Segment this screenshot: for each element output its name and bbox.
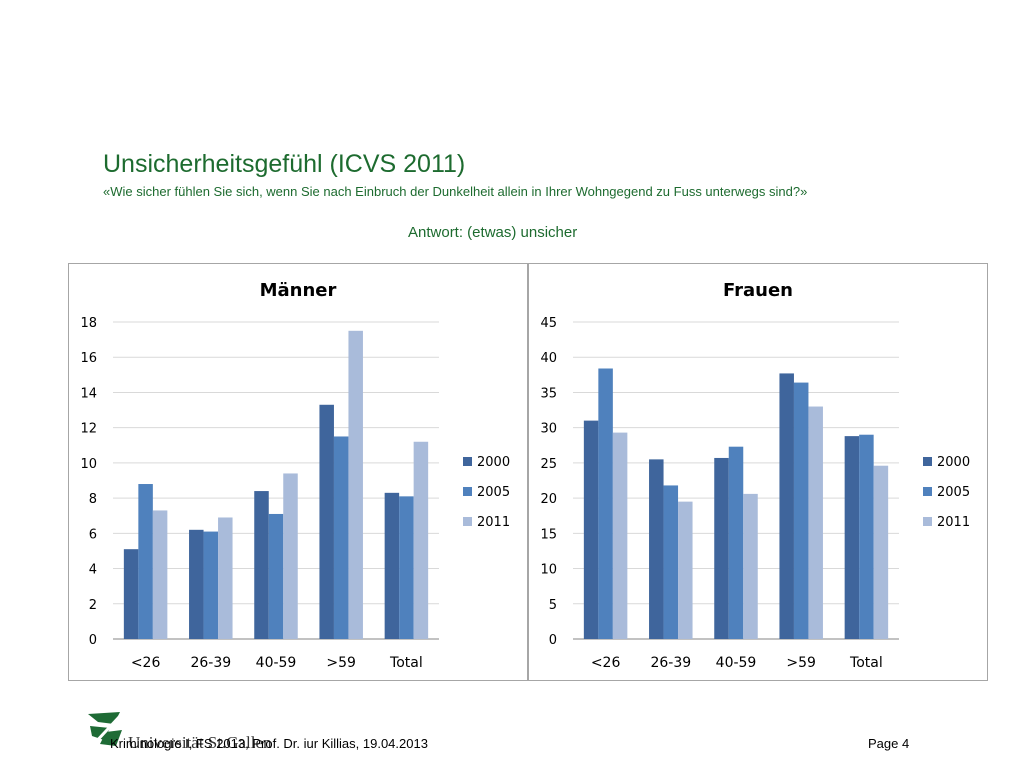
y-tick-label: 14 — [80, 386, 97, 401]
bar-maenner-2000-2 — [254, 491, 269, 639]
y-tick-label: 10 — [80, 457, 97, 472]
legend-swatch-2000 — [463, 457, 472, 466]
bar-frauen-2000-0 — [583, 420, 599, 639]
x-tick-label: 40-59 — [716, 655, 757, 671]
bar-maenner-2011-3 — [348, 330, 363, 639]
chart-maenner-title: Männer — [260, 280, 337, 301]
y-tick-label: 18 — [80, 316, 97, 331]
bar-frauen-2000-4 — [844, 436, 860, 639]
bar-frauen-2005-4 — [859, 434, 874, 639]
x-tick-label: Total — [849, 655, 883, 671]
x-tick-label: <26 — [131, 655, 161, 671]
bar-frauen-2011-3 — [808, 406, 823, 639]
x-tick-label: >59 — [326, 655, 356, 671]
legend-label-2011: 2011 — [937, 515, 970, 530]
bar-maenner-2011-0 — [152, 510, 168, 639]
y-tick-label: 45 — [540, 316, 557, 331]
bar-maenner-2011-2 — [283, 473, 298, 639]
legend-swatch-2005 — [463, 487, 472, 496]
answer-label: Antwort: (etwas) unsicher — [408, 224, 578, 241]
legend-label-2000: 2000 — [477, 455, 510, 470]
bar-frauen-2011-4 — [873, 465, 889, 639]
bar-maenner-2000-4 — [384, 492, 400, 639]
y-tick-label: 40 — [540, 351, 557, 366]
chart-maenner: Männer 0 2 4 6 8 10 12 14 16 18 <26 26-39 40-59 >59 Tot… — [68, 263, 528, 681]
bar-frauen-2011-0 — [612, 432, 628, 639]
y-tick-label: 5 — [549, 598, 557, 613]
y-tick-label: 15 — [540, 527, 557, 542]
bar-frauen-2005-0 — [598, 368, 613, 639]
bar-maenner-2005-1 — [203, 531, 219, 639]
page-subtitle: «Wie sicher fühlen Sie sich, wenn Sie na… — [103, 184, 808, 199]
y-tick-label: 35 — [540, 386, 557, 401]
bar-frauen-2005-2 — [728, 446, 744, 639]
bar-maenner-2000-3 — [319, 404, 334, 639]
page-number: Page 4 — [868, 736, 910, 751]
bar-maenner-2011-4 — [413, 441, 429, 639]
x-tick-label: 26-39 — [190, 655, 231, 671]
bar-maenner-2011-1 — [218, 517, 233, 639]
y-tick-label: 30 — [540, 422, 557, 437]
bar-maenner-2005-2 — [268, 513, 284, 639]
bar-maenner-2000-0 — [123, 549, 139, 639]
university-logo-icon — [88, 712, 122, 748]
y-tick-label: 0 — [89, 633, 97, 648]
x-tick-label: 40-59 — [256, 655, 297, 671]
x-tick-label: Total — [389, 655, 423, 671]
legend-swatch-2000 — [923, 457, 932, 466]
bar-maenner-2005-4 — [399, 496, 414, 639]
bar-frauen-2000-3 — [779, 373, 794, 639]
bar-maenner-2005-0 — [138, 484, 153, 639]
y-tick-label: 8 — [89, 492, 97, 507]
y-tick-label: 4 — [89, 563, 97, 578]
bar-maenner-2005-3 — [333, 436, 349, 639]
bar-frauen-2011-1 — [678, 501, 693, 639]
legend-label-2011: 2011 — [477, 515, 510, 530]
legend-swatch-2005 — [923, 487, 932, 496]
bar-frauen-2005-3 — [793, 382, 809, 639]
bar-frauen-2011-2 — [743, 493, 758, 639]
legend-swatch-2011 — [463, 517, 472, 526]
legend-label-2005: 2005 — [937, 485, 970, 500]
footer-brand: Universität St.Gallen — [128, 733, 272, 752]
y-tick-label: 10 — [540, 563, 557, 578]
y-tick-label: 12 — [80, 422, 97, 437]
x-tick-label: 26-39 — [650, 655, 691, 671]
y-tick-label: 16 — [80, 351, 97, 366]
chart-frauen-title: Frauen — [723, 280, 793, 301]
bar-frauen-2005-1 — [663, 485, 679, 639]
legend-label-2000: 2000 — [937, 455, 970, 470]
y-tick-label: 20 — [540, 492, 557, 507]
legend-swatch-2011 — [923, 517, 932, 526]
bar-maenner-2000-1 — [189, 529, 204, 639]
y-tick-label: 25 — [540, 457, 557, 472]
x-tick-label: >59 — [786, 655, 816, 671]
chart-frauen: Frauen 0 5 10 15 20 25 30 35 40 45 <26 26-39 40-59 >59… — [528, 263, 988, 681]
y-tick-label: 6 — [89, 527, 97, 542]
chart-maenner-svg: Männer 0 2 4 6 8 10 12 14 16 18 <26 26-39 40-59 >59 Tot… — [80, 280, 510, 671]
legend-label-2005: 2005 — [477, 485, 510, 500]
chart-frauen-svg: Frauen 0 5 10 15 20 25 30 35 40 45 <26 26-39 40-59 >59… — [540, 280, 970, 671]
page-title: Unsicherheitsgefühl (ICVS 2011) — [103, 150, 466, 178]
footer-text: Kriminologie I, FS 2013, Prof. Dr. iur K… — [110, 736, 428, 751]
x-tick-label: <26 — [591, 655, 621, 671]
bar-frauen-2000-1 — [649, 459, 664, 639]
y-tick-label: 2 — [89, 598, 97, 613]
bar-frauen-2000-2 — [714, 457, 729, 639]
y-tick-label: 0 — [549, 633, 557, 648]
